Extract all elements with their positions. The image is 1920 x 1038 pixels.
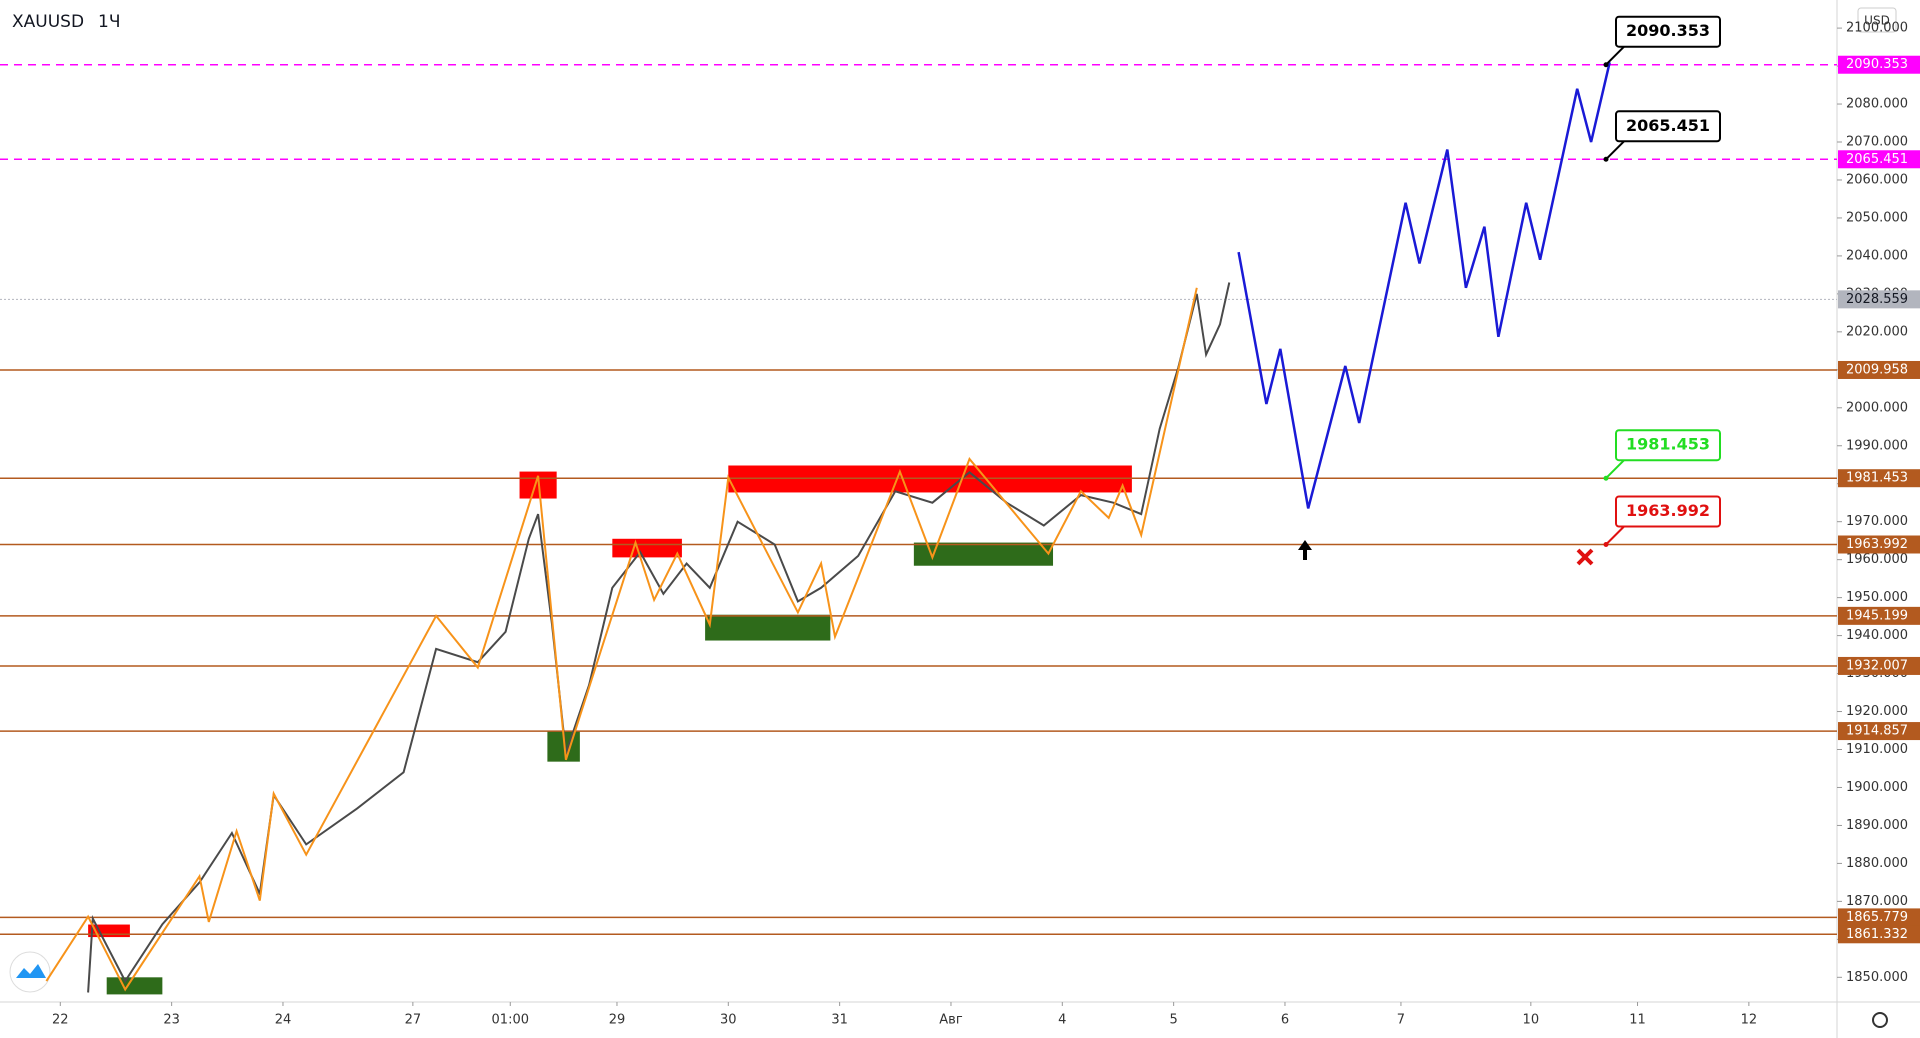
callout-label: 2065.451 bbox=[1626, 116, 1710, 135]
level-tag bbox=[1838, 722, 1920, 741]
y-tick-label: 2000.000 bbox=[1846, 400, 1908, 415]
x-tick-label: 6 bbox=[1281, 1013, 1289, 1028]
level-label: 1932.007 bbox=[1846, 658, 1908, 673]
interval: 1Ч bbox=[98, 12, 120, 32]
y-tick-label: 2080.000 bbox=[1846, 97, 1908, 112]
callout-label: 1963.992 bbox=[1626, 501, 1710, 520]
settings-icon[interactable] bbox=[1872, 1012, 1888, 1028]
y-tick-label: 1970.000 bbox=[1846, 514, 1908, 529]
x-tick-label: 4 bbox=[1058, 1013, 1066, 1028]
level-tag bbox=[1838, 656, 1920, 675]
symbol: XAUUSD bbox=[12, 12, 84, 32]
y-tick-label: 1990.000 bbox=[1846, 438, 1908, 453]
callout-box bbox=[1615, 495, 1721, 528]
x-tick-label: 10 bbox=[1523, 1013, 1540, 1028]
series-line bbox=[45, 287, 1198, 992]
callout-pointer bbox=[1605, 457, 1627, 479]
level-label: 2009.958 bbox=[1846, 362, 1908, 377]
level-tag bbox=[1838, 150, 1920, 169]
zone bbox=[612, 538, 682, 558]
level-label: 2065.451 bbox=[1846, 152, 1908, 167]
level-label: 1963.992 bbox=[1846, 537, 1908, 552]
x-tick-label: 11 bbox=[1629, 1013, 1646, 1028]
level-tag bbox=[1838, 535, 1920, 554]
callout-label: 2090.353 bbox=[1626, 21, 1710, 40]
x-tick-label: 7 bbox=[1397, 1013, 1405, 1028]
level-label: 2028.559 bbox=[1846, 292, 1908, 307]
x-tick-label: 30 bbox=[720, 1013, 737, 1028]
zone bbox=[728, 465, 1132, 493]
y-tick-label: 2020.000 bbox=[1846, 324, 1908, 339]
y-tick-label: 1920.000 bbox=[1846, 704, 1908, 719]
logo-icon bbox=[16, 964, 46, 978]
level-label: 2090.353 bbox=[1846, 57, 1908, 72]
x-tick-label: 23 bbox=[163, 1013, 180, 1028]
y-tick-label: 1950.000 bbox=[1846, 590, 1908, 605]
y-tick-label: 1960.000 bbox=[1846, 552, 1908, 567]
y-tick-label: 1880.000 bbox=[1846, 856, 1908, 871]
y-tick-label: 2040.000 bbox=[1846, 248, 1908, 263]
level-tag bbox=[1838, 908, 1920, 927]
x-tick-label: Авг bbox=[939, 1013, 963, 1028]
x-tick-label: 27 bbox=[405, 1013, 422, 1028]
y-tick-label: 2060.000 bbox=[1846, 172, 1908, 187]
level-label: 1861.332 bbox=[1846, 927, 1908, 942]
level-label: 1914.857 bbox=[1846, 724, 1908, 739]
callout-pointer bbox=[1605, 523, 1627, 546]
currency: USD bbox=[1864, 14, 1890, 28]
series-line bbox=[1237, 62, 1611, 509]
x-tick-label: 5 bbox=[1169, 1013, 1177, 1028]
y-tick-label: 2070.000 bbox=[1846, 135, 1908, 150]
logo[interactable] bbox=[9, 951, 51, 993]
y-tick-label: 2050.000 bbox=[1846, 210, 1908, 225]
zone bbox=[705, 614, 831, 641]
y-tick-label: 1890.000 bbox=[1846, 818, 1908, 833]
y-tick-label: 1940.000 bbox=[1846, 628, 1908, 643]
callout-label: 1981.453 bbox=[1626, 435, 1710, 454]
level-label: 1945.199 bbox=[1846, 608, 1908, 623]
x-tick-label: 24 bbox=[275, 1013, 292, 1028]
level-tag bbox=[1838, 360, 1920, 379]
callout-pointer bbox=[1605, 44, 1627, 66]
x-tick-label: 31 bbox=[831, 1013, 848, 1028]
y-tick-label: 1850.000 bbox=[1846, 970, 1908, 985]
y-tick-label: 1870.000 bbox=[1846, 894, 1908, 909]
zone bbox=[913, 542, 1054, 566]
zone bbox=[106, 977, 163, 995]
x-tick-label: 29 bbox=[609, 1013, 626, 1028]
x-tick-label: 01:00 bbox=[492, 1013, 529, 1028]
x-tick-label: 12 bbox=[1741, 1013, 1758, 1028]
y-tick-label: 2100.000 bbox=[1846, 21, 1908, 36]
currency-box[interactable] bbox=[1857, 7, 1897, 33]
callout-box bbox=[1615, 110, 1721, 143]
up-arrow bbox=[1298, 540, 1312, 560]
x-tick-label: 22 bbox=[52, 1013, 69, 1028]
level-label: 1865.779 bbox=[1846, 910, 1908, 925]
cross-mark bbox=[1576, 548, 1594, 566]
level-tag bbox=[1838, 606, 1920, 625]
level-label: 1981.453 bbox=[1846, 471, 1908, 486]
level-tag bbox=[1838, 290, 1920, 309]
callout-box bbox=[1615, 429, 1721, 462]
callout-box bbox=[1615, 15, 1721, 48]
callout-pointer bbox=[1605, 138, 1627, 160]
level-tag bbox=[1838, 925, 1920, 944]
y-tick-label: 1900.000 bbox=[1846, 780, 1908, 795]
y-tick-label: 1910.000 bbox=[1846, 742, 1908, 757]
level-tag bbox=[1838, 469, 1920, 488]
level-tag bbox=[1838, 55, 1920, 74]
